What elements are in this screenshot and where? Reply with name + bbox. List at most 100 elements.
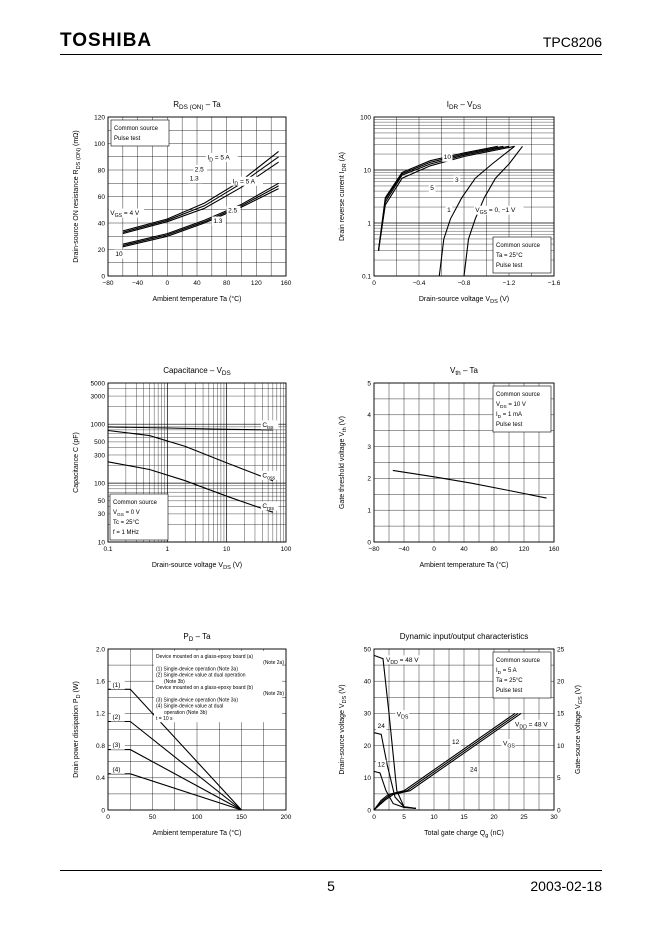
x-tick-label: 0 — [166, 280, 170, 287]
series-line-5 — [373, 712, 516, 811]
pd-note: Device mounted on a glass-epoxy board (b… — [156, 685, 253, 691]
annotation-bg — [205, 152, 238, 162]
series-line-4 — [438, 145, 515, 277]
annotation-bg — [110, 764, 125, 774]
annotation-bg — [211, 216, 226, 226]
annotation-bg — [376, 721, 387, 731]
annotation-label: 24 — [470, 766, 478, 773]
pd-note: Device mounted on a glass-epoxy board (a… — [156, 654, 253, 660]
legend-entry: Pulse test — [496, 422, 523, 428]
x-tick-label: 200 — [281, 814, 292, 821]
y-tick-label: 0 — [101, 273, 105, 280]
x-tick-label: 30 — [550, 814, 558, 821]
x-tick-label: 80 — [223, 280, 231, 287]
legend-entry: VGS = 0 V — [113, 510, 140, 518]
x-tick-label: 0 — [106, 814, 110, 821]
annotation-label: 12 — [378, 762, 386, 769]
annotation-label: Crss — [262, 503, 274, 512]
y2-tick-label: 20 — [557, 679, 565, 686]
y-axis-label: Gate threshold voltage Vth (V) — [339, 416, 348, 509]
annotation-bg — [188, 174, 202, 184]
annotation-label: VGS = 0, −1 V — [475, 207, 516, 216]
annotation-bg — [108, 208, 145, 218]
series-line-3 — [122, 182, 279, 245]
legend-entry: f = 1 MHz — [113, 530, 139, 536]
legend-entry: Common source — [496, 658, 541, 664]
plot-frame — [373, 382, 555, 543]
pd-note: operation (Note 3b) — [164, 710, 207, 716]
x-tick-label: 160 — [281, 280, 292, 287]
y2-tick-label: 5 — [557, 775, 561, 782]
x-tick-label: 80 — [490, 546, 498, 553]
annotation-label: VDS — [397, 712, 409, 721]
x-tick-label: −80 — [102, 280, 113, 287]
x-tick-label: 0 — [372, 280, 376, 287]
annotation-label: (4) — [112, 766, 120, 773]
x-axis-label: Total gate charge Qg (nC) — [424, 830, 504, 839]
annotation-bg — [513, 719, 553, 729]
plot-frame — [107, 648, 287, 811]
pd-note: (4) Single-device value at dual — [156, 704, 223, 710]
x-tick-label: 0.1 — [103, 546, 112, 553]
chart-title: PD – Ta — [183, 632, 211, 643]
legend-box — [492, 385, 552, 433]
x-tick-label: 0 — [372, 814, 376, 821]
x-axis-label: Drain-source voltage VDS (V) — [419, 296, 509, 305]
x-tick-label: 160 — [549, 546, 560, 553]
y-tick-label: 2.0 — [96, 646, 105, 653]
pd-note: t = 10 s — [156, 716, 173, 722]
annotation-label: 1.3 — [213, 218, 222, 225]
annotation-label: 1 — [447, 207, 451, 214]
chart-title: RDS (ON) – Ta — [173, 100, 221, 111]
pd-note: (Note 3b) — [164, 679, 185, 685]
x-tick-label: −1.2 — [503, 280, 516, 287]
y-tick-label: 0 — [367, 539, 371, 546]
legend-entry: Pulse test — [496, 688, 523, 694]
chart-title: Vth – Ta — [450, 366, 478, 377]
chart-title: Capacitance – VDS — [163, 366, 231, 377]
chart-rds: −80 −40 0 40 80 120 160 0 20 40 60 80 100 120 RDS (ON)… — [73, 100, 292, 303]
chart-idr: 0 −0.4 −0.8 −1.2 −1.6 0.1 1 10 100 IDR – VDS Drain… — [339, 100, 561, 305]
annotation-bg — [501, 739, 516, 749]
series-line-4 — [122, 185, 279, 247]
series-line-0 — [373, 654, 417, 809]
annotation-label: 24 — [378, 723, 386, 730]
annotation-bg — [113, 249, 125, 259]
x-tick-label: 5 — [402, 814, 406, 821]
x-tick-label: 1 — [166, 546, 170, 553]
y-tick-label: 1.2 — [96, 711, 105, 718]
y-tick-label: 100 — [360, 114, 371, 121]
plot-frame — [107, 116, 287, 277]
y-tick-label: 2 — [367, 476, 371, 483]
y-tick-label: 50 — [364, 646, 372, 653]
header-rule — [60, 54, 602, 55]
x-tick-label: 25 — [520, 814, 528, 821]
x-tick-label: 20 — [490, 814, 498, 821]
pd-note: (Note 2a) — [263, 660, 284, 666]
y-tick-label: 10 — [364, 167, 372, 174]
y-tick-label: 5000 — [91, 380, 106, 387]
annotation-bg — [110, 712, 125, 722]
y-tick-label: 1 — [367, 220, 371, 227]
annotation-label: (2) — [112, 714, 120, 721]
chart-title: Dynamic input/output characteristics — [400, 632, 529, 641]
annotation-bg — [473, 205, 524, 215]
y-tick-label: 300 — [94, 452, 105, 459]
annotation-label: 10 — [115, 251, 123, 258]
y-tick-label: 1 — [367, 508, 371, 515]
y-tick-label: 100 — [94, 141, 105, 148]
pd-note: (2) Single-device value at dual operatio… — [156, 673, 246, 679]
y2-tick-label: 10 — [557, 743, 565, 750]
y-tick-label: 120 — [94, 114, 105, 121]
legend-entry: Common source — [113, 500, 158, 506]
series-line-1 — [107, 429, 273, 482]
legend-box — [492, 236, 552, 274]
annotation-bg — [450, 737, 461, 747]
y-tick-label: 60 — [98, 194, 106, 201]
footer-date: 2003-02-18 — [530, 878, 602, 894]
y-axis-label: Drain reverse current IDR (A) — [339, 152, 348, 241]
y-tick-label: 20 — [98, 247, 106, 254]
y2-tick-label: 0 — [557, 807, 561, 814]
y-axis-label: Drain-source ON resistance RDS (ON) (mΩ) — [73, 130, 82, 263]
annotation-bg — [260, 470, 279, 480]
